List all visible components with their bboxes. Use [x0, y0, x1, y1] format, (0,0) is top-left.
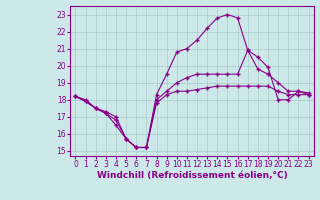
X-axis label: Windchill (Refroidissement éolien,°C): Windchill (Refroidissement éolien,°C)	[97, 171, 287, 180]
